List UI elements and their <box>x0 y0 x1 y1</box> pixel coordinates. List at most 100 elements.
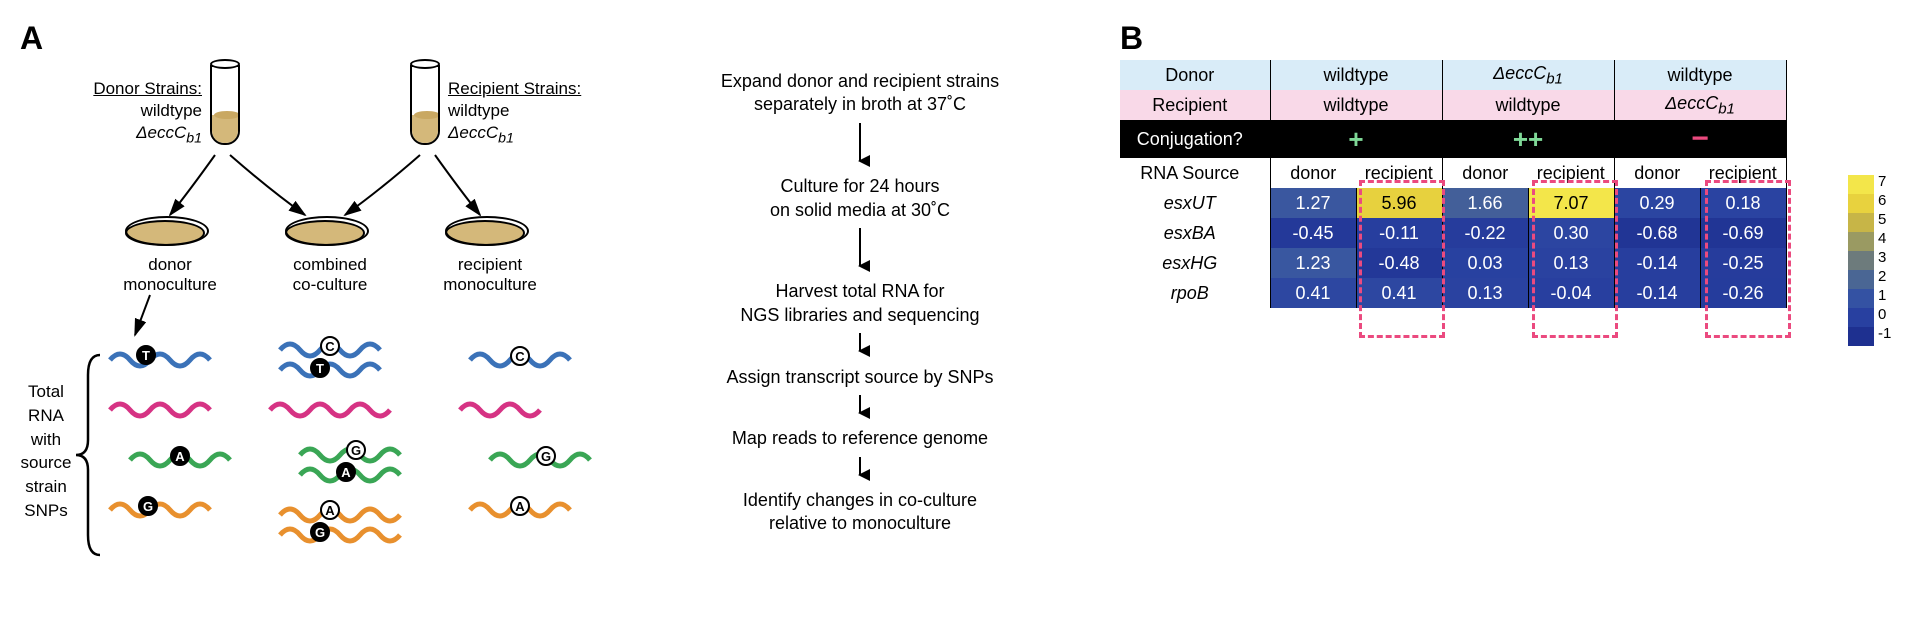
colorbar-segment <box>1848 175 1874 194</box>
snp-donor-g: G <box>138 496 158 516</box>
donor-mono-label: donormonoculture <box>115 255 225 296</box>
snp-donor-t: T <box>136 345 156 365</box>
workflow-step: Harvest total RNA forNGS libraries and s… <box>670 280 1050 327</box>
snp-r-a: A <box>510 496 530 516</box>
snp-co-a2: A <box>320 500 340 520</box>
heatmap-cell: -0.48 <box>1356 248 1442 278</box>
colorbar-segment <box>1848 251 1874 270</box>
recipient-cell: ΔeccCb1 <box>1614 90 1786 120</box>
conjugation-cell: − <box>1614 120 1786 158</box>
donor-cell: ΔeccCb1 <box>1442 60 1614 90</box>
panel-b: B DonorwildtypeΔeccCb1wildtypeRecipientw… <box>1120 20 1900 604</box>
down-arrow-icon <box>670 123 1050 175</box>
recipient-tube <box>410 65 440 155</box>
heatmap-cell: 0.13 <box>1442 278 1528 308</box>
donor-cell: wildtype <box>1270 60 1442 90</box>
colorbar-tick: 0 <box>1878 306 1898 323</box>
panel-a-diagram: Donor Strains: wildtype ΔeccCb1 Recipien… <box>20 60 640 620</box>
down-arrow-icon <box>670 228 1050 280</box>
heatmap-cell: -0.14 <box>1614 248 1700 278</box>
panel-a: A <box>20 20 1080 604</box>
snp-r-g: G <box>536 446 556 466</box>
panel-a-content: Donor Strains: wildtype ΔeccCb1 Recipien… <box>20 20 1080 620</box>
heatmap-cell: -0.25 <box>1700 248 1786 278</box>
src-donor: donor <box>1614 158 1700 188</box>
recipient-strain-label: Recipient Strains: wildtype ΔeccCb1 <box>448 78 581 148</box>
gene-label: esxUT <box>1120 188 1270 218</box>
snp-donor-a: A <box>170 446 190 466</box>
gene-label: esxBA <box>1120 218 1270 248</box>
colorbar-segment <box>1848 327 1874 346</box>
heatmap-cell: -0.11 <box>1356 218 1442 248</box>
snp-co-g2: G <box>310 522 330 542</box>
down-arrow-icon <box>670 395 1050 427</box>
snp-co-t: T <box>310 358 330 378</box>
colorbar-tick: 3 <box>1878 249 1898 266</box>
conjugation-cell: ++ <box>1442 120 1614 158</box>
colorbar-tick: 5 <box>1878 211 1898 228</box>
colorbar-segment <box>1848 213 1874 232</box>
heatmap-cell: 1.23 <box>1270 248 1356 278</box>
bracket-label: Total RNA with source strain SNPs <box>16 380 76 523</box>
heatmap-cell: 5.96 <box>1356 188 1442 218</box>
conjugation-cell: + <box>1270 120 1442 158</box>
gene-label: rpoB <box>1120 278 1270 308</box>
coculture-dish <box>285 220 365 246</box>
colorbar-tick: 2 <box>1878 268 1898 285</box>
down-arrow-icon <box>670 333 1050 365</box>
donor-row-label: Donor <box>1120 60 1270 90</box>
down-arrow-icon <box>670 457 1050 489</box>
heatmap-cell: 0.29 <box>1614 188 1700 218</box>
conjugation-row-label: Conjugation? <box>1120 120 1270 158</box>
colorbar-segment <box>1848 194 1874 213</box>
workflow-step: Expand donor and recipient strainssepara… <box>670 70 1050 117</box>
workflow-step: Culture for 24 hourson solid media at 30… <box>670 175 1050 222</box>
workflow-step: Assign transcript source by SNPs <box>670 366 1050 389</box>
coculture-label: combinedco-culture <box>280 255 380 296</box>
heatmap-cell: -0.68 <box>1614 218 1700 248</box>
src-recipient: recipient <box>1356 158 1442 188</box>
colorbar-segment <box>1848 289 1874 308</box>
gene-label: esxHG <box>1120 248 1270 278</box>
colorbar-tick: 7 <box>1878 173 1898 190</box>
heatmap-cell: 0.41 <box>1270 278 1356 308</box>
colorbar: 76543210-1 <box>1848 175 1874 346</box>
panel-a-steps: Expand donor and recipient strainssepara… <box>670 60 1050 620</box>
heatmap-cell: -0.69 <box>1700 218 1786 248</box>
recipient-row-label: Recipient <box>1120 90 1270 120</box>
panel-b-content: DonorwildtypeΔeccCb1wildtypeRecipientwil… <box>1120 20 1900 308</box>
rna-source-label: RNA Source <box>1120 158 1270 188</box>
recipient-cell: wildtype <box>1442 90 1614 120</box>
heatmap-cell: -0.14 <box>1614 278 1700 308</box>
heatmap-cell: 0.03 <box>1442 248 1528 278</box>
src-recipient: recipient <box>1528 158 1614 188</box>
colorbar-tick: 4 <box>1878 230 1898 247</box>
heatmap-cell: 1.66 <box>1442 188 1528 218</box>
colorbar-segment <box>1848 232 1874 251</box>
heatmap-cell: -0.45 <box>1270 218 1356 248</box>
snp-co-c1: C <box>320 336 340 356</box>
recipient-mono-label: recipientmonoculture <box>435 255 545 296</box>
recipient-cell: wildtype <box>1270 90 1442 120</box>
donor-dish <box>125 220 205 246</box>
colorbar-tick: 6 <box>1878 192 1898 209</box>
colorbar-segment <box>1848 270 1874 289</box>
colorbar-tick: -1 <box>1878 325 1898 342</box>
heatmap-cell: 0.13 <box>1528 248 1614 278</box>
heatmap-cell: -0.04 <box>1528 278 1614 308</box>
src-recipient: recipient <box>1700 158 1786 188</box>
donor-cell: wildtype <box>1614 60 1786 90</box>
heatmap-cell: 0.18 <box>1700 188 1786 218</box>
donor-strain-label: Donor Strains: wildtype ΔeccCb1 <box>82 78 202 148</box>
snp-co-a: A <box>336 462 356 482</box>
heatmap-cell: -0.22 <box>1442 218 1528 248</box>
src-donor: donor <box>1270 158 1356 188</box>
workflow-step: Identify changes in co-culturerelative t… <box>670 489 1050 536</box>
colorbar-segment <box>1848 308 1874 327</box>
heatmap-cell: 1.27 <box>1270 188 1356 218</box>
workflow-step: Map reads to reference genome <box>670 427 1050 450</box>
snp-r-c: C <box>510 346 530 366</box>
recipient-dish <box>445 220 525 246</box>
panel-a-label: A <box>20 20 43 57</box>
heatmap-cell: -0.26 <box>1700 278 1786 308</box>
